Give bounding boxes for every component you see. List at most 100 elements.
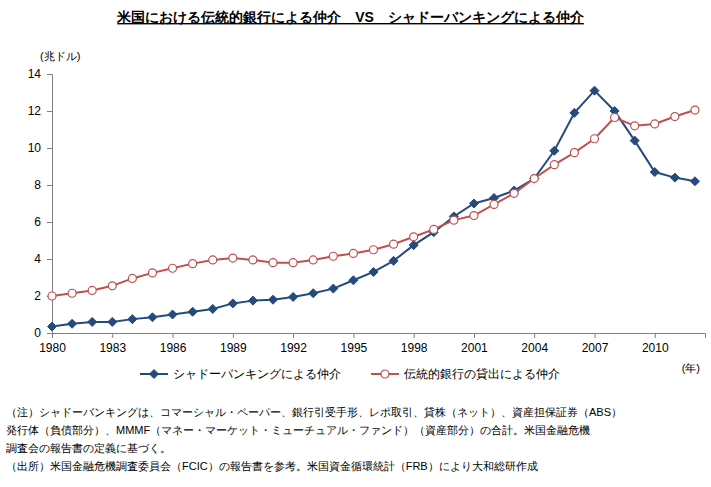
- data-point: [269, 259, 277, 267]
- legend-marker: [381, 370, 389, 378]
- legend-marker: [150, 370, 159, 379]
- y-tick-label: 0: [34, 326, 41, 340]
- data-point: [229, 254, 237, 262]
- x-tick: 1983: [99, 333, 126, 355]
- data-point: [691, 106, 699, 114]
- data-point: [48, 292, 56, 300]
- data-point: [168, 310, 177, 319]
- legend-label: シャドーバンキングによる仲介: [173, 367, 341, 381]
- y-tick: 8: [34, 178, 52, 192]
- note: 発行体（負債部分）、MMMF（マネー・マーケット・ミューチュアル・ファンド）（資…: [6, 424, 590, 436]
- x-tick-mark: [173, 333, 174, 338]
- y-tick-label: 10: [28, 141, 42, 155]
- data-point: [631, 122, 639, 130]
- legend-item: 伝統的銀行の貸出による仲介: [371, 367, 560, 381]
- y-tick-label: 14: [28, 67, 42, 81]
- y-tick: 12: [28, 104, 52, 118]
- y-tick-label: 6: [34, 215, 41, 229]
- data-point: [611, 113, 619, 121]
- y-axis: 0 2 4 6 8 10 12 14: [28, 67, 53, 340]
- legend-label: 伝統的銀行の貸出による仲介: [404, 367, 560, 381]
- data-point: [309, 256, 317, 264]
- x-tick: 2007: [582, 333, 609, 355]
- y-tick-label: 2: [34, 289, 41, 303]
- data-point: [68, 319, 77, 328]
- series-1: [48, 106, 699, 300]
- data-point: [108, 282, 116, 290]
- y-tick-mark: [47, 74, 52, 75]
- data-point: [651, 120, 659, 128]
- data-point: [570, 149, 578, 157]
- data-point: [670, 173, 679, 182]
- x-tick-label: 1998: [401, 341, 428, 355]
- y-tick: 6: [34, 215, 52, 229]
- x-tick-mark: [594, 333, 595, 338]
- x-axis: 1980 1983 1986 1989 1992 1995 1998 2001 2004 2007…: [39, 333, 705, 355]
- x-tick-mark: [112, 333, 113, 338]
- data-point: [88, 286, 96, 294]
- data-point: [450, 216, 458, 224]
- data-point: [410, 233, 418, 241]
- y-tick: 14: [28, 67, 52, 81]
- x-tick-mark: [233, 333, 234, 338]
- data-point: [169, 264, 177, 272]
- x-tick: 1980: [39, 333, 66, 355]
- data-point: [309, 289, 318, 298]
- data-point: [409, 241, 418, 250]
- x-tick-mark: [655, 333, 656, 338]
- x-tick-label: 2004: [521, 341, 548, 355]
- data-point: [490, 200, 498, 208]
- series-0: [48, 86, 700, 331]
- data-point: [369, 267, 378, 276]
- series-line: [52, 110, 695, 296]
- x-tick: 1986: [160, 333, 187, 355]
- data-point: [209, 256, 217, 264]
- data-point: [570, 108, 579, 117]
- data-point: [349, 276, 358, 285]
- x-tick-label: 1986: [160, 341, 187, 355]
- data-point: [289, 259, 297, 267]
- x-tick-label: 2007: [582, 341, 609, 355]
- data-point: [530, 175, 538, 183]
- x-tick-label: 1995: [341, 341, 368, 355]
- data-point: [208, 304, 217, 313]
- x-tick-mark: [474, 333, 475, 338]
- y-tick-mark: [47, 148, 52, 149]
- x-tick: 1989: [220, 333, 247, 355]
- y-tick-label: 8: [34, 178, 41, 192]
- data-point: [690, 177, 699, 186]
- legend-item: シャドーバンキングによる仲介: [140, 367, 341, 381]
- y-tick-mark: [47, 222, 52, 223]
- data-point: [590, 86, 599, 95]
- data-point: [189, 260, 197, 268]
- y-tick-label: 4: [34, 252, 41, 266]
- data-point: [228, 299, 237, 308]
- y-tick-mark: [47, 259, 52, 260]
- x-tick-label: 1980: [39, 341, 66, 355]
- x-tick-label: 2001: [461, 341, 488, 355]
- x-axis-line: [53, 334, 706, 339]
- note: 調査会の報告書の定義に基づく。: [6, 442, 171, 454]
- plot-area: [48, 86, 700, 331]
- series-line: [52, 91, 695, 327]
- y-tick: 4: [34, 252, 52, 266]
- data-point: [329, 252, 337, 260]
- y-tick-mark: [47, 333, 52, 334]
- data-point: [389, 256, 398, 265]
- data-point: [249, 256, 257, 264]
- y-tick-mark: [47, 111, 52, 112]
- data-point: [671, 113, 679, 121]
- x-tick: 1992: [280, 333, 307, 355]
- data-point: [510, 189, 518, 197]
- data-point: [590, 135, 598, 143]
- x-tick: 2010: [642, 333, 669, 355]
- x-axis-title: (年): [682, 362, 700, 374]
- x-tick-label: 2010: [642, 341, 669, 355]
- y-axis-title: (兆ドル): [40, 50, 80, 62]
- title: 米国における伝統的銀行による仲介 VS シャドーバンキングによる仲介: [116, 9, 585, 25]
- y-tick: 10: [28, 141, 52, 155]
- data-point: [248, 296, 257, 305]
- data-point: [68, 289, 76, 297]
- data-point: [390, 240, 398, 248]
- data-point: [48, 322, 57, 331]
